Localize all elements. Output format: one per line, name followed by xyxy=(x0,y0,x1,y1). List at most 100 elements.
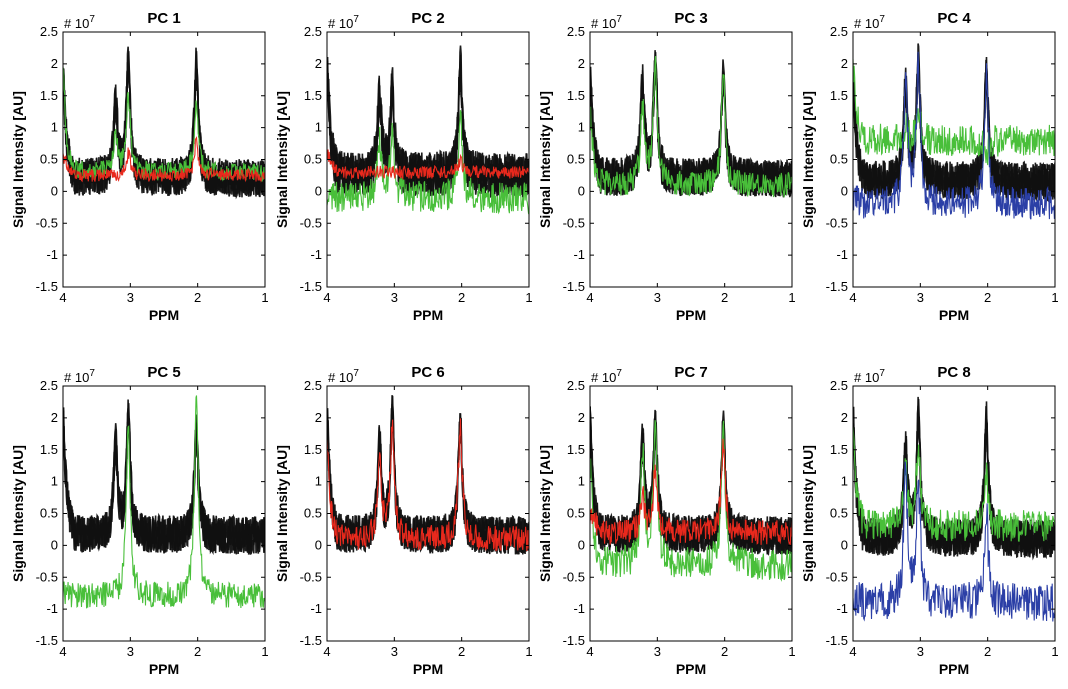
subplot-pc2: -1.5 -1 -0.5 0 0.5 1 1.5 2 2.5 4 3 2 1 PC 2 # 107 PPM Si… xyxy=(274,10,533,323)
subplot-pc6: -1.5 -1 -0.5 0 0.5 1 1.5 2 2.5 4 3 2 1 PC 6 # 107 PPM Si… xyxy=(274,364,533,677)
subplot-pc1: -1.5 -1 -0.5 0 0.5 1 1.5 2 2.5 4 3 2 1 PC 1 # 107 PPM Si… xyxy=(10,10,269,323)
y-tick-label: 0.5 xyxy=(304,152,322,167)
x-tick-label: 4 xyxy=(586,644,593,659)
x-tick-label: 3 xyxy=(391,290,398,305)
x-tick-label: 4 xyxy=(323,644,330,659)
x-axis-label: PPM xyxy=(676,661,706,677)
y-axis-label: Signal Intensity [AU] xyxy=(10,91,26,228)
subplot-title: PC 3 xyxy=(674,10,707,27)
x-tick-label: 4 xyxy=(59,644,66,659)
x-tick-label: 2 xyxy=(194,644,201,659)
axis-multiplier: # 107 xyxy=(64,14,95,31)
y-tick-label: 0.5 xyxy=(830,506,848,521)
x-axis-label: PPM xyxy=(413,307,443,323)
y-tick-label: 2 xyxy=(315,56,322,71)
y-tick-label: 0 xyxy=(315,183,322,198)
y-tick-label: -0.5 xyxy=(563,215,585,230)
y-tick-label: 0 xyxy=(578,537,585,552)
x-tick-label: 3 xyxy=(127,644,134,659)
axis-multiplier-exponent: 7 xyxy=(353,14,359,25)
x-axis-label: PPM xyxy=(676,307,706,323)
y-tick-label: 2 xyxy=(51,56,58,71)
y-tick-label: 1 xyxy=(51,474,58,489)
y-tick-label: 2.5 xyxy=(40,24,58,39)
plot-area xyxy=(853,43,1055,220)
plot-area xyxy=(590,50,792,198)
y-tick-label: 1 xyxy=(315,120,322,135)
series-line-negative-loading xyxy=(327,149,529,181)
y-tick-label: 0.5 xyxy=(567,506,585,521)
x-axis-label: PPM xyxy=(149,661,179,677)
y-tick-label: 1 xyxy=(315,474,322,489)
y-tick-label: 2 xyxy=(51,410,58,425)
x-axis-label: PPM xyxy=(939,661,969,677)
y-tick-label: 2 xyxy=(841,56,848,71)
y-tick-label: 0.5 xyxy=(40,506,58,521)
series-line-spectra xyxy=(63,403,265,555)
plot-area xyxy=(590,406,792,582)
y-tick-label: -1.5 xyxy=(300,633,322,648)
y-tick-label: 1.5 xyxy=(40,88,58,103)
y-tick-label: 2.5 xyxy=(567,24,585,39)
y-tick-label: 2.5 xyxy=(40,378,58,393)
y-tick-label: -1 xyxy=(310,601,322,616)
x-tick-label: 3 xyxy=(917,290,924,305)
series-line-positive-loading xyxy=(590,420,792,582)
y-axis-label: Signal Intensity [AU] xyxy=(537,91,553,228)
axis-multiplier-exponent: 7 xyxy=(879,14,885,25)
y-tick-label: 0 xyxy=(578,183,585,198)
axis-multiplier-exponent: 7 xyxy=(353,368,359,379)
y-tick-label: 1.5 xyxy=(567,442,585,457)
x-tick-label: 1 xyxy=(525,290,532,305)
x-tick-label: 4 xyxy=(323,290,330,305)
y-tick-label: 0 xyxy=(841,537,848,552)
x-tick-label: 3 xyxy=(917,644,924,659)
subplot-pc5: -1.5 -1 -0.5 0 0.5 1 1.5 2 2.5 4 3 2 1 PC 5 # 107 PPM Si… xyxy=(10,364,269,677)
y-tick-label: -1.5 xyxy=(563,633,585,648)
y-tick-label: 2.5 xyxy=(304,378,322,393)
y-tick-label: 2.5 xyxy=(830,378,848,393)
y-tick-label: 0.5 xyxy=(40,152,58,167)
y-tick-label: -1 xyxy=(46,247,58,262)
series-line-positive-loading xyxy=(327,110,529,215)
x-axis-label: PPM xyxy=(413,661,443,677)
subplot-pc4: -1.5 -1 -0.5 0 0.5 1 1.5 2 2.5 4 3 2 1 PC 4 # 107 PPM Si… xyxy=(800,10,1059,323)
y-tick-label: 0.5 xyxy=(304,506,322,521)
series-line-spectra xyxy=(853,60,1055,203)
y-tick-label: -0.5 xyxy=(563,569,585,584)
plot-area xyxy=(327,395,529,555)
plot-area xyxy=(63,395,265,609)
y-tick-label: -0.5 xyxy=(300,215,322,230)
y-tick-label: 0 xyxy=(51,183,58,198)
x-tick-label: 2 xyxy=(984,290,991,305)
x-tick-label: 2 xyxy=(721,644,728,659)
axis-multiplier: # 107 xyxy=(591,14,622,31)
series-line-negative-loading xyxy=(63,136,265,183)
subplot-pc3: -1.5 -1 -0.5 0 0.5 1 1.5 2 2.5 4 3 2 1 PC 3 # 107 PPM Si… xyxy=(537,10,796,323)
y-tick-label: 1 xyxy=(51,120,58,135)
axis-multiplier: # 107 xyxy=(328,368,359,385)
y-tick-label: 0.5 xyxy=(830,152,848,167)
series-line-negative-loading xyxy=(853,461,1055,622)
y-axis-label: Signal Intensity [AU] xyxy=(274,91,290,228)
y-tick-label: 1.5 xyxy=(40,442,58,457)
x-tick-label: 3 xyxy=(654,644,661,659)
y-tick-label: -0.5 xyxy=(826,215,848,230)
y-tick-label: -1 xyxy=(836,601,848,616)
y-tick-label: 1.5 xyxy=(567,88,585,103)
series-line-spectra xyxy=(853,398,1055,560)
y-tick-label: -1.5 xyxy=(826,633,848,648)
subplot-title: PC 4 xyxy=(937,10,971,27)
axis-multiplier-exponent: 7 xyxy=(89,368,95,379)
y-tick-label: 0.5 xyxy=(567,152,585,167)
x-tick-label: 1 xyxy=(788,290,795,305)
axis-multiplier: # 107 xyxy=(591,368,622,385)
series-line-negative-loading xyxy=(590,438,792,546)
series-line-positive-loading xyxy=(590,55,792,198)
subplot-title: PC 6 xyxy=(411,364,444,381)
series-line-spectra xyxy=(590,406,792,556)
y-tick-label: -1 xyxy=(836,247,848,262)
axis-multiplier: # 107 xyxy=(328,14,359,31)
plot-area xyxy=(327,45,529,215)
y-axis-label: Signal Intensity [AU] xyxy=(537,445,553,582)
